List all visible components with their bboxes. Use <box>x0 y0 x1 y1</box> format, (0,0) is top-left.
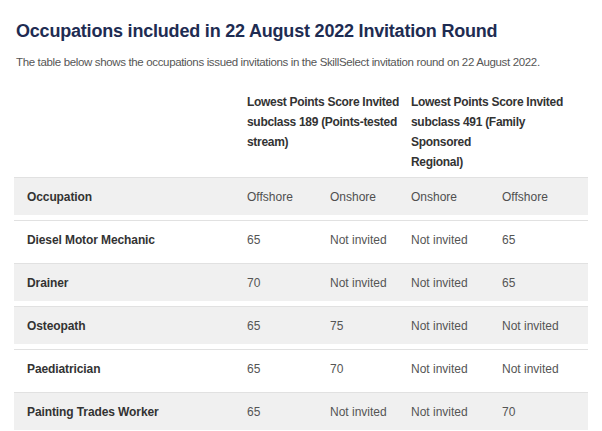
score-cell: Not invited <box>411 319 502 333</box>
score-cell: Not invited <box>411 405 502 419</box>
occupation-cell: Diesel Motor Mechanic <box>14 233 247 247</box>
table-row: Osteopath6575Not invitedNot invited <box>14 306 588 344</box>
occupation-cell: Painting Trades Worker <box>14 405 247 419</box>
group-header-spacer <box>14 87 247 92</box>
score-cell: 65 <box>502 233 588 247</box>
score-cell: 70 <box>247 276 330 290</box>
column-header-row: OccupationOffshoreOnshoreOnshoreOffshore <box>14 177 588 215</box>
score-cell: Not invited <box>330 276 411 290</box>
occupation-cell: Paediatrician <box>14 362 247 376</box>
score-cell: Not invited <box>330 233 411 247</box>
occupation-cell: Osteopath <box>14 319 247 333</box>
table-row: Diesel Motor Mechanic65Not invitedNot in… <box>14 220 588 258</box>
score-cell: Not invited <box>411 233 502 247</box>
score-cell: 65 <box>247 233 330 247</box>
score-column-header: Onshore <box>330 190 411 204</box>
score-cell: 65 <box>247 405 330 419</box>
group-header-row: Lowest Points Score Invited subclass 189… <box>14 87 588 172</box>
score-cell: 65 <box>247 362 330 376</box>
score-column-header: Offshore <box>502 190 588 204</box>
score-cell: 70 <box>502 405 588 419</box>
score-cell: Not invited <box>330 405 411 419</box>
table-row: Drainer70Not invitedNot invited65 <box>14 263 588 301</box>
occupations-table: Lowest Points Score Invited subclass 189… <box>14 87 588 430</box>
table-row: Painting Trades Worker65Not invitedNot i… <box>14 392 588 430</box>
score-cell: 65 <box>502 276 588 290</box>
score-cell: Not invited <box>411 362 502 376</box>
score-cell: 65 <box>247 319 330 333</box>
table-body: Diesel Motor Mechanic65Not invitedNot in… <box>14 220 588 430</box>
score-cell: 70 <box>330 362 411 376</box>
occupation-column-header: Occupation <box>14 190 247 204</box>
score-column-header: Onshore <box>411 190 502 204</box>
table-row: Paediatrician6570Not invitedNot invited <box>14 349 588 387</box>
score-cell: Not invited <box>502 362 588 376</box>
score-cell: 75 <box>330 319 411 333</box>
page-title: Occupations included in 22 August 2022 I… <box>16 21 586 42</box>
page-subtitle: The table below shows the occupations is… <box>16 56 586 68</box>
group-header-subclass-189: Lowest Points Score Invited subclass 189… <box>247 87 411 152</box>
group-header-subclass-491: Lowest Points Score Invited subclass 491… <box>411 87 588 172</box>
occupation-cell: Drainer <box>14 276 247 290</box>
score-cell: Not invited <box>502 319 588 333</box>
invitation-round-page: Occupations included in 22 August 2022 I… <box>0 21 602 431</box>
score-column-header: Offshore <box>247 190 330 204</box>
score-cell: Not invited <box>411 276 502 290</box>
